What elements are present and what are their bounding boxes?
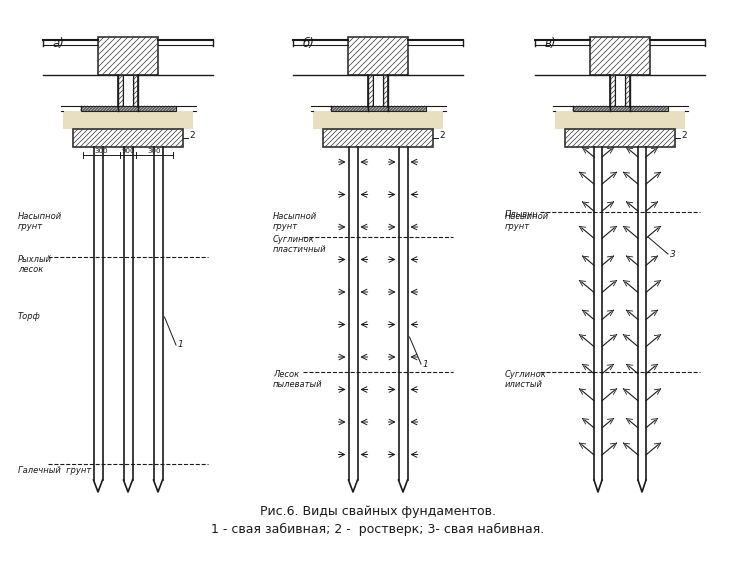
Text: Рыхлый
лесок: Рыхлый лесок: [18, 255, 52, 274]
Bar: [118, 75, 123, 107]
Bar: [625, 75, 630, 107]
Bar: [98, 37, 158, 75]
Text: Галечный  грунт: Галечный грунт: [18, 466, 91, 475]
Bar: [383, 75, 388, 107]
Bar: [313, 111, 443, 129]
Bar: [555, 111, 685, 129]
Text: Плывун: Плывун: [505, 210, 538, 219]
Text: в): в): [545, 37, 556, 50]
Bar: [123, 75, 133, 107]
Bar: [133, 75, 138, 107]
Bar: [73, 129, 183, 147]
Text: Насыпной
грунт: Насыпной грунт: [273, 212, 318, 231]
Text: Рис.6. Виды свайных фундаментов.: Рис.6. Виды свайных фундаментов.: [260, 506, 496, 518]
Text: Суглинок
илистый: Суглинок илистый: [505, 370, 547, 390]
Text: 300: 300: [147, 148, 161, 154]
Bar: [373, 75, 383, 107]
Text: б): б): [303, 37, 315, 50]
Text: 2: 2: [439, 131, 445, 140]
Text: Торф: Торф: [18, 312, 41, 321]
Text: Насыпной
грунт: Насыпной грунт: [505, 212, 550, 231]
Bar: [330, 106, 426, 111]
Text: 300: 300: [94, 148, 108, 154]
Text: Суглинок
пластичный: Суглинок пластичный: [273, 235, 327, 255]
Text: Насыпной
грунт: Насыпной грунт: [18, 212, 62, 231]
Bar: [610, 75, 615, 107]
Bar: [615, 75, 625, 107]
Bar: [368, 75, 373, 107]
Text: 1: 1: [178, 340, 184, 349]
Text: 1 - свая забивная; 2 -  ростверк; 3- свая набивная.: 1 - свая забивная; 2 - ростверк; 3- свая…: [212, 522, 544, 536]
Text: 900: 900: [121, 148, 135, 154]
Bar: [80, 106, 175, 111]
Text: 1: 1: [423, 360, 429, 369]
Text: 3: 3: [670, 250, 676, 259]
Bar: [590, 37, 650, 75]
Text: Лесок
пылеватый: Лесок пылеватый: [273, 370, 323, 390]
Bar: [323, 129, 433, 147]
Bar: [63, 111, 193, 129]
Bar: [572, 106, 668, 111]
Text: 2: 2: [681, 131, 686, 140]
Text: 2: 2: [189, 131, 194, 140]
Bar: [348, 37, 408, 75]
Bar: [565, 129, 675, 147]
Text: а): а): [53, 37, 65, 50]
